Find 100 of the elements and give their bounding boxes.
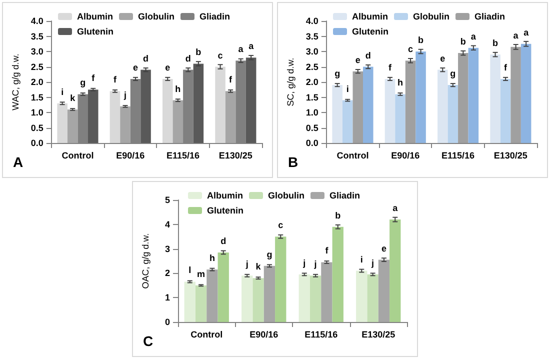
y-tick-label: 2.5 [306,62,318,72]
y-tick-label: 0 [164,317,170,327]
x-tick-label: E115/16 [166,150,200,160]
data-label: b [418,35,424,45]
data-label: e [355,54,360,65]
y-tick-label: 1.0 [30,108,44,118]
data-label: a [513,30,520,40]
y-tick-label: 2.0 [30,77,44,87]
data-label: h [175,84,181,94]
y-tick-label: 1.0 [306,108,318,118]
x-tick-label: E90/16 [116,150,145,160]
data-label: e [133,62,138,72]
data-label: f [325,246,330,256]
legend-label: Albumin [77,12,113,22]
legend-label: Albumin [352,12,388,22]
data-label: c [218,50,223,60]
y-axis-title: WAC, g/g d.w. [10,54,20,110]
text: C [143,333,154,349]
x-tick-label: Control [62,150,94,160]
y-tick-label: 0.0 [306,138,318,148]
data-label: g [80,78,86,88]
y-axis-title: OAC, g/g d.w. [140,233,150,289]
data-label: f [388,62,392,72]
data-label: k [256,262,262,272]
y-tick-label: 3.5 [306,31,318,42]
y-tick-label: 3.0 [306,46,318,56]
data-label: g [450,68,456,79]
data-label: l [188,265,192,276]
x-tick-label: Control [190,330,223,340]
data-label: e [165,62,170,72]
data-label: d [365,50,371,60]
x-tick-label: E130/25 [218,150,252,160]
y-tick-label: 1 [164,292,170,303]
data-label: b [460,36,466,47]
data-label: c [278,220,284,230]
x-tick-label: E90/16 [391,150,420,160]
y-tick-label: 3.0 [30,46,44,56]
data-label: g [266,249,272,260]
x-tick-label: E115/16 [442,150,475,160]
y-tick-label: 1.5 [306,92,318,102]
data-label: f [504,62,508,72]
data-label: j [313,259,317,270]
y-tick-label: 4 [164,219,170,230]
data-label: j [370,258,374,268]
x-tick-label: E115/16 [304,330,338,340]
legend-label: Albumin [207,190,243,200]
y-tick-label: 3.5 [30,31,44,42]
data-label: a [470,31,477,42]
x-tick-label: E130/25 [362,330,396,340]
data-label: e [381,243,386,254]
data-label: g [334,68,340,79]
data-label: i [360,254,363,264]
data-label: a [248,41,255,52]
data-label: c [408,44,414,54]
legend-label: Globulin [138,12,174,22]
text: A [13,154,24,170]
data-label: i [61,86,64,97]
data-label: h [398,78,403,88]
data-label: a [524,27,530,38]
data-label: a [392,203,399,214]
legend-label: Glutenin [207,206,244,216]
y-tick-label: 0.5 [306,122,318,133]
data-label: m [197,268,206,279]
data-label: i [346,84,349,94]
y-tick-label: 0.5 [30,122,44,133]
data-label: k [70,92,76,103]
y-tick-label: 4.0 [30,16,44,26]
x-tick-label: E90/16 [250,330,278,340]
data-label: b [335,210,342,220]
data-label: e [440,53,446,64]
data-label: h [209,253,215,264]
data-label: f [229,74,234,85]
y-tick-label: 1.5 [30,92,44,102]
y-tick-label: 2.5 [30,62,44,72]
data-label: f [92,73,96,84]
data-label: d [143,53,149,64]
data-label: f [113,74,118,85]
legend-label: Gliadin [329,190,360,200]
y-tick-label: 0.0 [30,138,44,148]
legend-label: Gliadin [199,12,230,22]
legend-label: Glutenin [77,26,114,36]
data-label: j [302,258,306,268]
text: B [288,154,298,170]
y-tick-label: 2.0 [306,77,318,87]
y-tick-label: 4.0 [306,16,318,26]
y-tick-label: 5 [164,195,170,205]
data-label: j [122,90,127,100]
y-tick-label: 3 [164,244,170,254]
data-label: b [196,47,202,58]
data-label: j [244,259,248,270]
data-label: d [220,236,226,246]
legend-label: Globulin [268,190,304,200]
legend-label: Globulin [412,12,450,22]
x-tick-label: E130/25 [494,150,528,160]
data-label: a [238,44,244,54]
legend-label: Glutenin [352,26,388,36]
legend-label: Gliadin [474,12,506,22]
data-label: d [185,53,191,64]
y-tick-label: 2 [164,268,170,278]
x-tick-label: Control [336,150,369,160]
